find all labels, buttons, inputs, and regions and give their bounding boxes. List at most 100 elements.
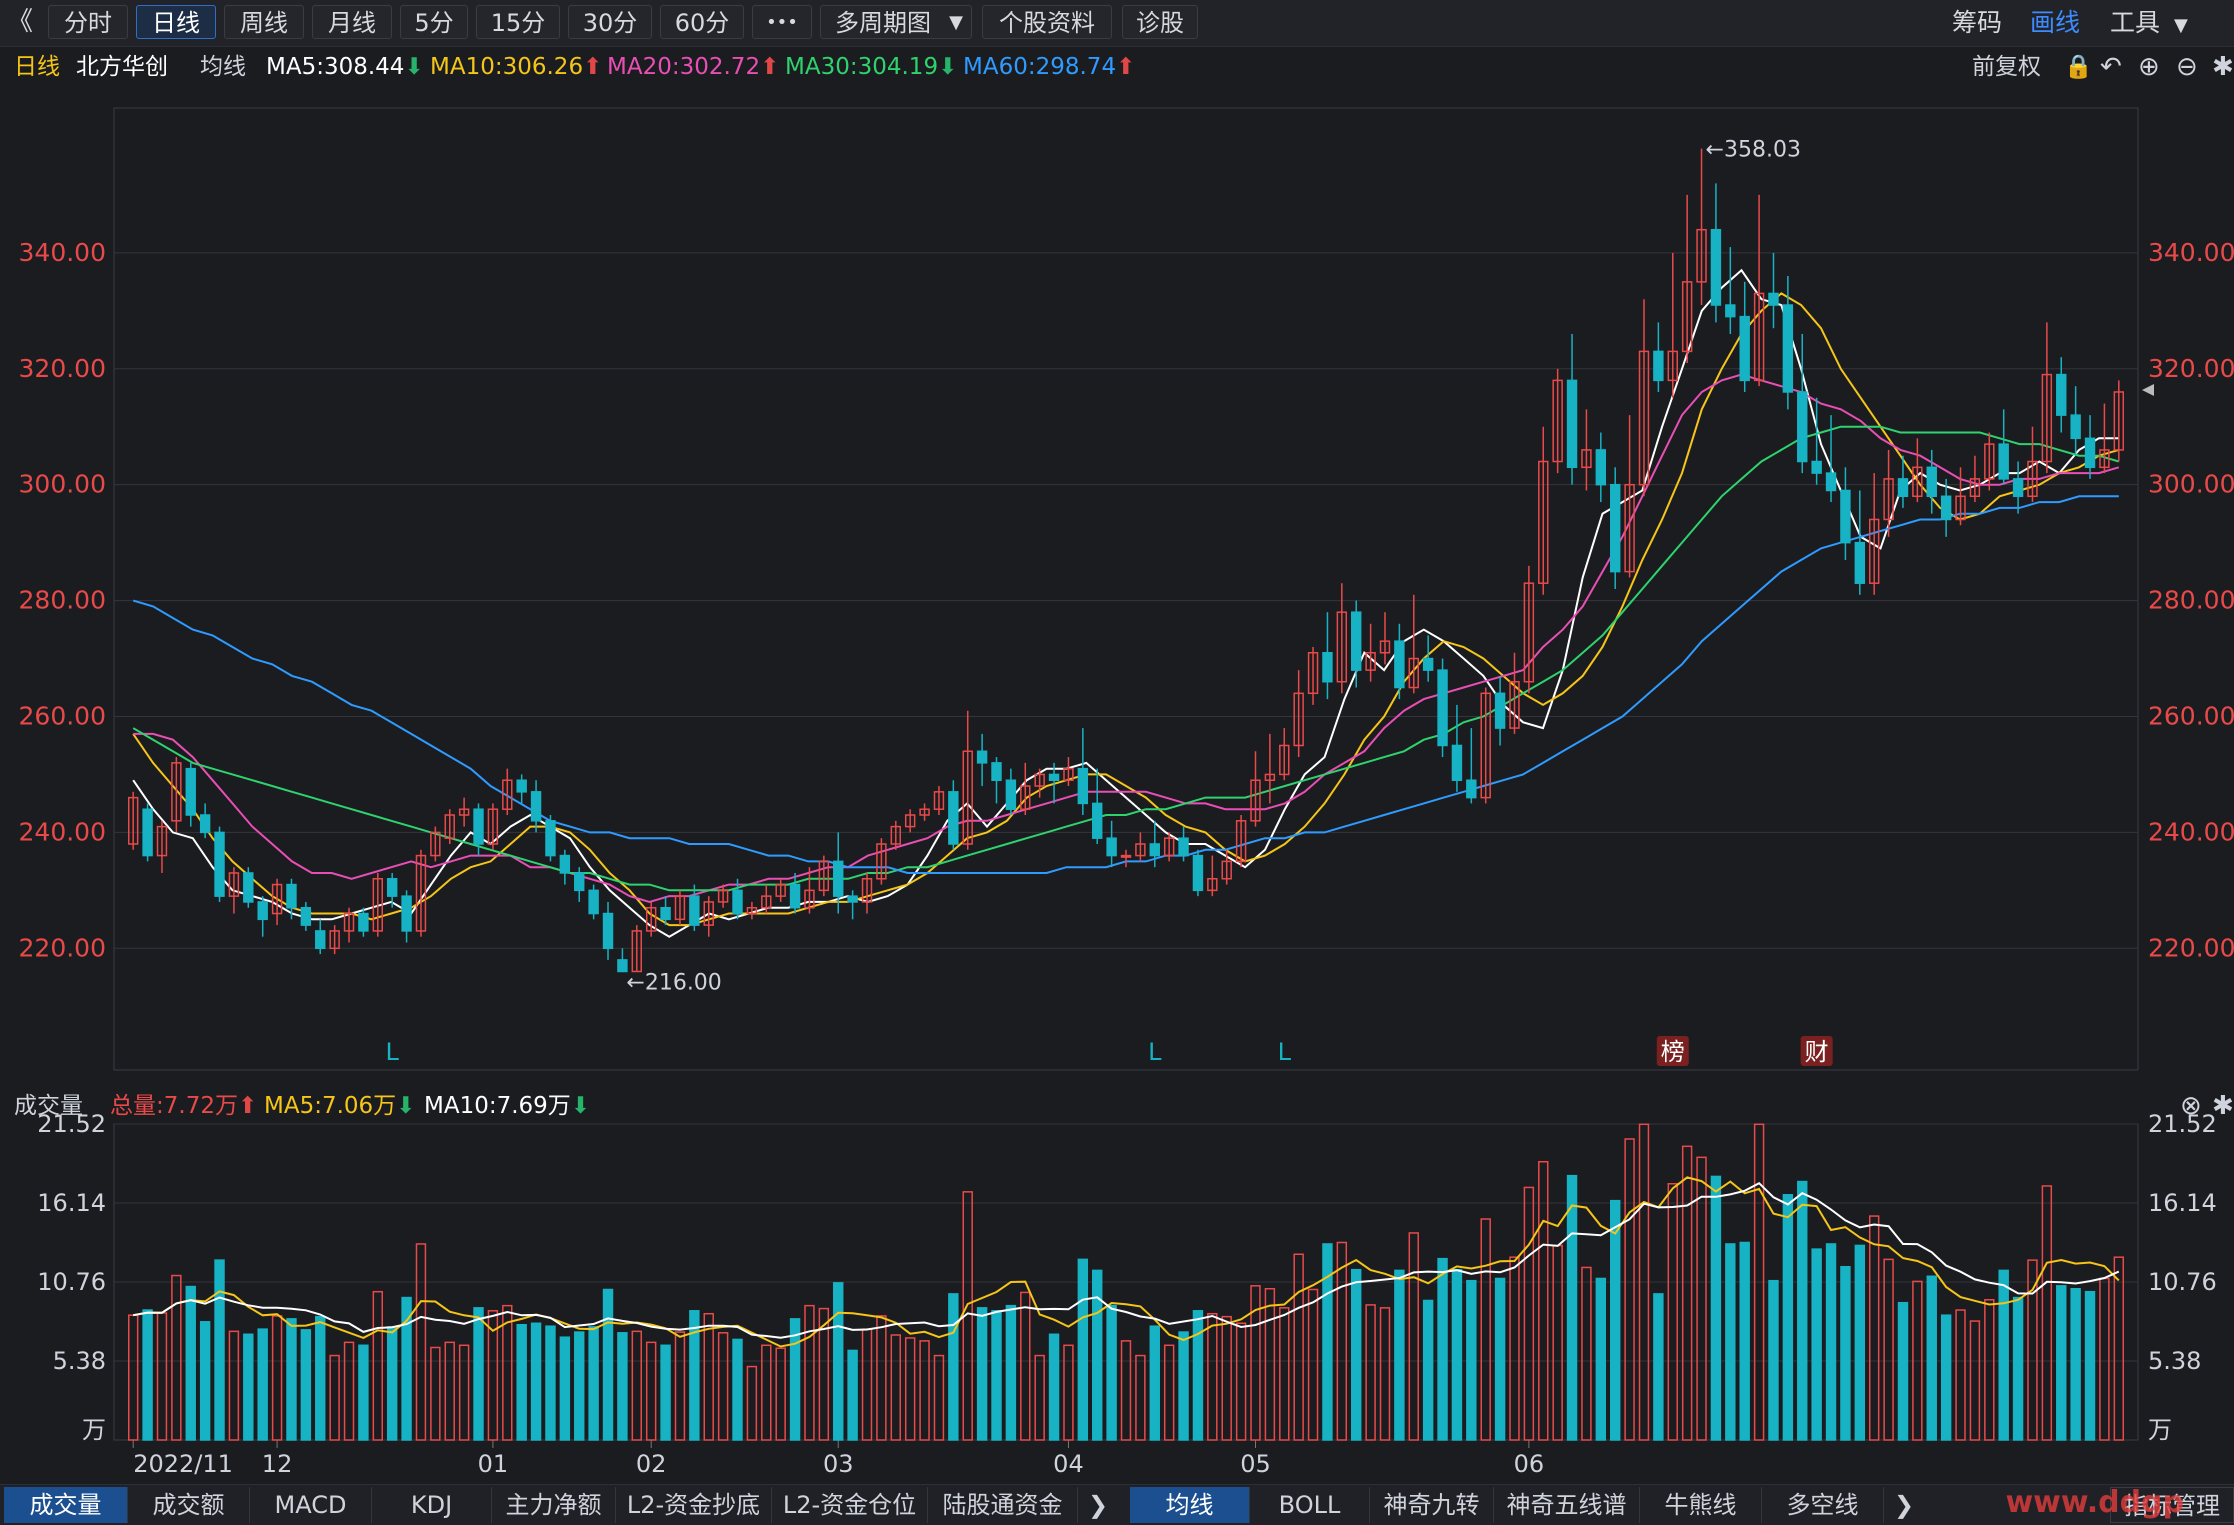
volume-bar [2056,1285,2067,1441]
undo-icon[interactable]: ↶ [2100,52,2122,82]
tab-ma[interactable]: 均线 [1130,1487,1250,1523]
volume-bar [1883,1258,1894,1441]
more-periods-button[interactable]: ••• [752,5,812,39]
tab-boll[interactable]: BOLL [1250,1487,1370,1523]
candle-body [1250,779,1261,822]
volume-unit-right: 万 [2148,1416,2172,1444]
volume-bar [833,1282,844,1441]
candle-body [1394,640,1405,689]
candle-body [1566,379,1578,469]
candle-body [1163,837,1175,857]
candle-body [1120,854,1132,858]
volume-bar [1912,1280,1923,1441]
x-tick-label: 02 [636,1450,667,1478]
volume-unit-left: 万 [82,1416,106,1444]
volume-bar [703,1312,714,1441]
price-adjust-selector[interactable]: 前复权 [1972,54,2041,80]
volume-bar [2099,1277,2110,1441]
multi-period-dropdown[interactable]: 多周期图 ▼ [820,5,972,39]
period-tab-30min[interactable]: 30分 [568,5,652,39]
chevron-right-icon[interactable]: ❯ [1087,1491,1109,1519]
volume-bar [1250,1285,1261,1441]
volume-bar [1422,1299,1434,1441]
zoom-in-icon[interactable]: ⊕ [2138,52,2160,82]
draw-line-button[interactable]: 画线 [2030,8,2081,37]
period-tab-60min[interactable]: 60分 [660,5,744,39]
candle-body [962,750,973,845]
price-tick-label-left: 260.00 [19,701,106,730]
tab-long-short[interactable]: 多空线 [1762,1487,1884,1523]
tools-menu-button[interactable]: 工具 ▼ [2110,6,2188,43]
candle-body [789,883,801,909]
volume-bar [574,1331,585,1441]
candle-body [1034,773,1045,787]
period-tab-intraday[interactable]: 分时 [48,5,128,39]
chevron-right-icon[interactable]: ❯ [1893,1491,1915,1519]
volume-bar [1120,1340,1132,1441]
candle-body [717,889,729,903]
tab-volume[interactable]: 成交量 [4,1487,128,1523]
tab-l2-bottom[interactable]: L2-资金抄底 [616,1487,772,1523]
collapse-button[interactable]: 《 [6,7,33,37]
lock-icon[interactable]: 🔒 [2064,54,2093,80]
candle-body [933,791,945,810]
volume-ma10-line [133,1181,2120,1339]
candle-body [1753,292,1765,382]
chevron-down-icon: ▼ [949,12,963,33]
tab-kdj[interactable]: KDJ [372,1487,492,1523]
volume-tick-label-left: 16.14 [37,1189,106,1217]
volume-bar [631,1330,643,1441]
volume-bar [329,1354,340,1441]
period-tab-weekly[interactable]: 周线 [224,5,304,39]
candle-body [1063,767,1074,781]
tab-l2-position[interactable]: L2-资金仓位 [772,1487,928,1523]
volume-bar [343,1341,355,1441]
candle-body [804,889,815,909]
period-tab-15min[interactable]: 15分 [476,5,560,39]
tab-main-net[interactable]: 主力净额 [492,1487,616,1523]
volume-bar [358,1344,369,1441]
candle-body [1235,820,1247,863]
price-tick-label-right: 220.00 [2148,933,2234,962]
candle-body [1854,541,1866,584]
gear-icon[interactable]: ✱ [2212,1091,2234,1121]
tab-five-lines[interactable]: 神奇五线谱 [1494,1487,1640,1523]
candle-body [343,912,355,932]
candle-body [271,883,283,915]
candle-body [703,901,714,926]
volume-bar [1624,1138,1635,1441]
candle-body [1509,680,1520,729]
indicator-manage-button[interactable]: 指标管理 [2110,1487,2234,1523]
candle-body [2084,437,2096,469]
gear-icon[interactable]: ✱ [2212,52,2234,82]
volume-bar [2012,1296,2024,1441]
volume-bar [1984,1299,1995,1441]
tab-td9[interactable]: 神奇九转 [1370,1487,1494,1523]
diagnose-button[interactable]: 诊股 [1122,5,1198,39]
tab-macd[interactable]: MACD [250,1487,372,1523]
volume-bar [1451,1268,1463,1441]
zoom-out-icon[interactable]: ⊖ [2176,52,2198,82]
candle-body [818,860,830,892]
volume-bar [1336,1241,1348,1441]
volume-tick-label-left: 5.38 [53,1347,106,1375]
candle-body [1725,304,1736,318]
candle-body [1897,478,1909,498]
tab-northbound[interactable]: 陆股通资金 [928,1487,1078,1523]
volume-bar [1207,1312,1218,1441]
chips-button[interactable]: 筹码 [1952,8,2003,37]
period-tab-daily[interactable]: 日线 [136,5,216,39]
volume-bar [1969,1320,1981,1441]
close-icon[interactable]: ⊗ [2180,1091,2202,1121]
volume-bar [2027,1259,2038,1441]
volume-bar [1192,1310,1204,1441]
volume-bar [1221,1315,1232,1441]
stock-info-button[interactable]: 个股资料 [982,5,1112,39]
volume-bar [1753,1123,1765,1441]
tab-turnover[interactable]: 成交额 [128,1487,250,1523]
volume-bar [933,1354,945,1441]
period-tab-5min[interactable]: 5分 [400,5,468,39]
period-tab-monthly[interactable]: 月线 [312,5,392,39]
tab-bull-bear[interactable]: 牛熊线 [1640,1487,1762,1523]
